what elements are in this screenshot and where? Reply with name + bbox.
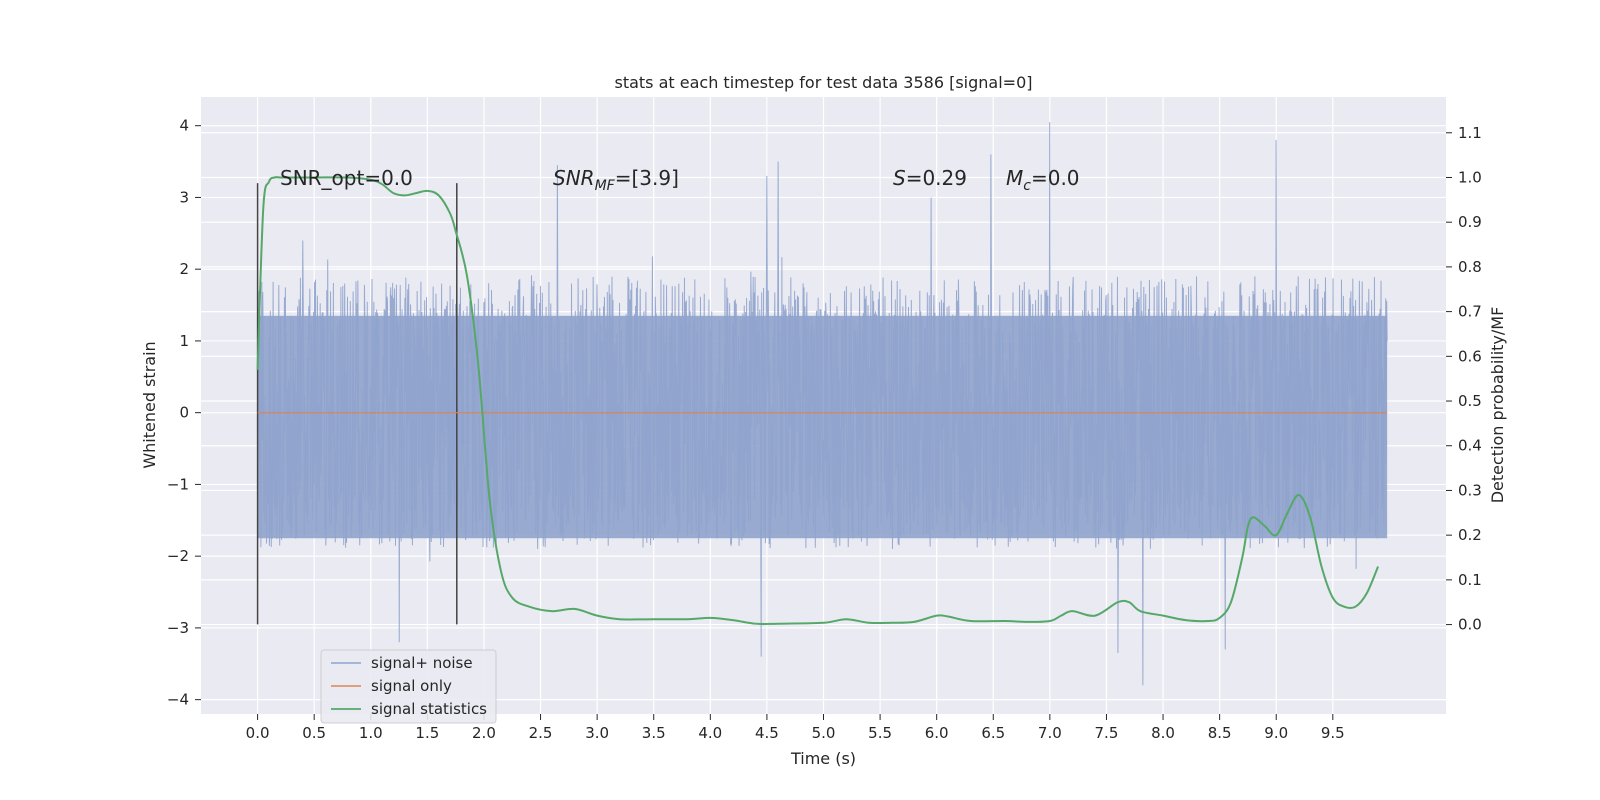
- x-tick-label: 6.5: [981, 724, 1005, 742]
- y-right-tick-label: 0.2: [1458, 526, 1482, 544]
- s-symbol: S: [893, 166, 906, 190]
- annotation-mc: Mc=0.0: [1006, 166, 1080, 194]
- x-tick-label: 3.5: [642, 724, 666, 742]
- legend-label-signal-only: signal only: [371, 677, 452, 695]
- mc-subscript: c: [1023, 178, 1031, 194]
- x-tick-label: 1.0: [359, 724, 383, 742]
- y-tick-label: −3: [167, 619, 189, 637]
- signal-noise-series: [257, 122, 1388, 686]
- chart-title: stats at each timestep for test data 358…: [614, 73, 1032, 92]
- snr-mf-value: =[3.9]: [615, 166, 679, 190]
- x-tick-label: 0.0: [246, 724, 270, 742]
- y-right-tick-label: 0.8: [1458, 258, 1482, 276]
- y-axis-label-right: Detection probability/MF: [1488, 307, 1507, 504]
- x-tick-label: 6.0: [925, 724, 949, 742]
- x-tick-label: 9.5: [1321, 724, 1345, 742]
- x-tick-label: 1.5: [415, 724, 439, 742]
- legend-label-signal-noise: signal+ noise: [371, 654, 473, 672]
- y-right-tick-label: 0.1: [1458, 571, 1482, 589]
- x-tick-label: 7.5: [1095, 724, 1119, 742]
- y-right-tick-label: 1.1: [1458, 124, 1482, 142]
- y-right-tick-label: 0.7: [1458, 303, 1482, 321]
- mc-value: =0.0: [1031, 166, 1080, 190]
- legend: signal+ noise signal only signal statist…: [320, 649, 497, 724]
- y-tick-label: −1: [167, 475, 189, 493]
- y-right-tick-label: 0.9: [1458, 213, 1482, 231]
- x-tick-label: 2.0: [472, 724, 496, 742]
- y-tick-label: −2: [167, 547, 189, 565]
- y-tick-label: −4: [167, 691, 189, 709]
- x-tick-label: 4.0: [698, 724, 722, 742]
- x-tick-label: 5.0: [812, 724, 836, 742]
- vertical-markers: [256, 183, 458, 625]
- y-right-tick-label: 0.3: [1458, 481, 1482, 499]
- y-tick-label: 3: [179, 188, 189, 206]
- annotation-snr-mf: SNRMF=[3.9]: [553, 166, 679, 194]
- annotation-snr-opt: SNR_opt=0.0: [280, 166, 413, 190]
- x-tick-label: 5.5: [868, 724, 892, 742]
- x-ticks: 0.0 0.5 1.0 1.5 2.0 2.5 3.0 3.5 4.0 4.5 5.0 5.5 6.0 6…: [246, 714, 1345, 742]
- annotation-s: S=0.29: [893, 166, 967, 190]
- y-right-tick-label: 0.0: [1458, 616, 1482, 634]
- x-axis-label: Time (s): [790, 749, 856, 768]
- y-axis-label-left: Whitened strain: [140, 341, 159, 468]
- x-tick-label: 8.5: [1208, 724, 1232, 742]
- y-tick-label: 0: [179, 404, 189, 422]
- signal-statistics-series: [256, 176, 1380, 625]
- y-ticks-left: −4 −3 −2 −1 0 1 2 3 4: [167, 117, 201, 709]
- legend-label-signal-statistics: signal statistics: [371, 700, 487, 718]
- x-tick-label: 3.0: [585, 724, 609, 742]
- s-value: =0.29: [906, 166, 967, 190]
- x-tick-label: 9.0: [1264, 724, 1288, 742]
- y-tick-label: 2: [179, 260, 189, 278]
- y-tick-label: 4: [179, 117, 189, 135]
- y-tick-label: 1: [179, 332, 189, 350]
- x-tick-label: 7.0: [1038, 724, 1062, 742]
- y-right-tick-label: 0.6: [1458, 347, 1482, 365]
- x-tick-label: 0.5: [302, 724, 326, 742]
- snr-mf-symbol: SNR: [553, 166, 595, 190]
- x-tick-label: 2.5: [529, 724, 553, 742]
- mc-symbol: M: [1006, 166, 1023, 190]
- y-right-tick-label: 0.5: [1458, 392, 1482, 410]
- x-tick-label: 8.0: [1151, 724, 1175, 742]
- legend-box: [320, 649, 497, 724]
- x-tick-label: 4.5: [755, 724, 779, 742]
- y-right-tick-label: 1.0: [1458, 168, 1482, 186]
- signal-noise-line: [257, 122, 1388, 686]
- y-ticks-right: 0.0 0.1 0.2 0.3 0.4 0.5 0.6 0.7 0.8 0.9 1.0 1.1: [1446, 124, 1482, 634]
- snr-mf-subscript: MF: [595, 178, 616, 194]
- y-right-tick-label: 0.4: [1458, 437, 1482, 455]
- signal-statistics-line: [256, 176, 1380, 625]
